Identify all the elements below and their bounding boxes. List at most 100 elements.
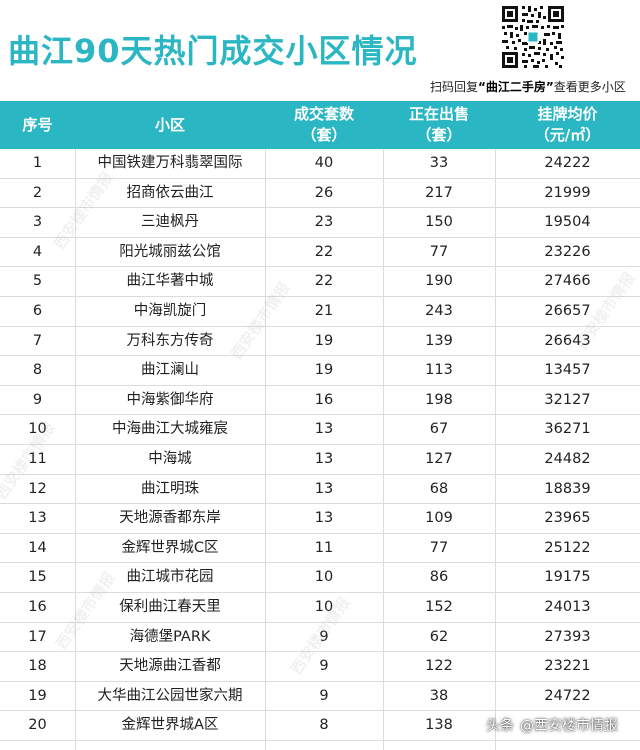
listing-price: 25122 — [544, 539, 591, 556]
listing-price: 27466 — [544, 273, 591, 290]
selling-count: 67 — [429, 421, 449, 438]
row-number: 14 — [28, 539, 47, 556]
selling-count: 86 — [429, 569, 449, 586]
listing-price: 23965 — [544, 510, 591, 527]
row-number: 6 — [32, 303, 43, 319]
community-name: 中国铁建万科翡翠国际 — [97, 155, 243, 171]
row-number: 11 — [28, 451, 47, 467]
deals-count: 13 — [314, 421, 334, 438]
row-number: 9 — [32, 391, 43, 408]
account-label: @西安楼市情报 — [520, 718, 618, 734]
community-name: 天地源香都东岸 — [119, 510, 221, 527]
row-number: 15 — [28, 569, 47, 586]
header: 曲江90天热门成交小区情况 — [0, 0, 640, 101]
row-number: 20 — [28, 717, 47, 734]
qr-caption: 扫码回复“曲江二手房”查看更多小区 — [430, 78, 626, 95]
row-number: 12 — [28, 480, 47, 497]
listing-price: 21999 — [544, 184, 591, 201]
row-number: 17 — [28, 628, 47, 645]
table-row: 3 三迪枫丹 23 150 19504 — [0, 208, 640, 238]
column-header-line1: 小区 — [154, 115, 185, 134]
row-number: 7 — [32, 332, 43, 349]
community-name: 招商依云曲江 — [126, 184, 214, 201]
selling-count: 68 — [429, 480, 449, 497]
community-name: 曲江明珠 — [141, 480, 199, 497]
table-row: 6 中海凯旋门 21 243 26657 — [0, 297, 640, 327]
selling-count: 190 — [425, 273, 453, 290]
column-header-line2: （套） — [416, 126, 462, 144]
listing-price: 23221 — [544, 658, 591, 675]
listing-price: 24722 — [544, 687, 591, 704]
deals-count: 22 — [314, 273, 334, 290]
selling-count: 198 — [425, 391, 453, 408]
selling-count: 127 — [425, 451, 453, 467]
listing-price: 19175 — [544, 569, 591, 586]
platform-label: 头条 — [486, 718, 514, 734]
table-row: 4 阳光城丽兹公馆 22 77 23226 — [0, 237, 640, 268]
qr-code-icon — [500, 4, 566, 70]
column-divider — [495, 149, 496, 750]
caption-prefix: 扫码回复 — [430, 80, 479, 94]
table-row: 20 金辉世界城A区 8 138 — [0, 711, 640, 741]
table-row: 17 海德堡PARK 9 62 27393 — [0, 622, 640, 653]
deals-count: 11 — [314, 539, 334, 556]
listing-price: 26657 — [544, 303, 591, 319]
community-name: 天地源曲江香都 — [119, 658, 221, 675]
table-row: 9 中海紫御华府 16 198 32127 — [0, 385, 640, 416]
selling-count: 77 — [429, 539, 449, 556]
column-header-price: 挂牌均价 （元/㎡） — [495, 101, 640, 149]
column-header-selling: 正在出售 （套） — [383, 101, 495, 149]
listing-price: 23226 — [544, 243, 591, 260]
selling-count: 150 — [425, 214, 453, 231]
row-number: 13 — [28, 510, 47, 527]
community-name: 中海城 — [148, 451, 192, 467]
column-header-line1: 成交套数 — [293, 105, 354, 123]
row-number: 16 — [28, 599, 47, 615]
deals-count: 9 — [319, 687, 329, 704]
row-number: 19 — [28, 687, 47, 704]
selling-count: 77 — [429, 243, 449, 260]
community-name: 三迪枫丹 — [141, 214, 199, 231]
page-title: 曲江90天热门成交小区情况 — [8, 32, 418, 70]
deals-count: 10 — [314, 569, 334, 586]
listing-price: 24222 — [544, 155, 591, 171]
deals-count: 19 — [314, 362, 334, 379]
column-divider — [383, 149, 384, 750]
column-header-deals: 成交套数 （套） — [265, 101, 383, 149]
listing-price: 19504 — [544, 214, 591, 231]
community-name: 保利曲江春天里 — [119, 599, 221, 615]
column-header-line1: 正在出售 — [408, 105, 469, 123]
deals-count: 13 — [314, 451, 334, 467]
community-name: 曲江华著中城 — [126, 273, 214, 290]
community-name: 海德堡PARK — [129, 628, 211, 645]
column-divider — [75, 149, 76, 750]
listing-price: 26643 — [544, 332, 591, 349]
caption-keyword: “曲江二手房” — [478, 80, 554, 94]
listing-price: 13457 — [544, 362, 591, 379]
row-number: 4 — [32, 243, 43, 260]
table-row: 5 曲江华著中城 22 190 27466 — [0, 267, 640, 297]
column-header-line2: （套） — [301, 126, 347, 144]
selling-count: 217 — [425, 184, 453, 201]
caption-suffix: 查看更多小区 — [553, 80, 626, 94]
selling-count: 33 — [429, 155, 449, 171]
selling-count: 139 — [425, 332, 453, 349]
row-number: 5 — [32, 273, 43, 290]
community-name: 曲江澜山 — [141, 362, 199, 379]
row-number: 3 — [32, 214, 43, 231]
community-name: 金辉世界城C区 — [121, 539, 219, 556]
listing-price: 18839 — [544, 480, 591, 497]
column-header-name: 小区 — [75, 101, 265, 149]
source-badge: 头条 @西安楼市情报 — [478, 714, 626, 736]
table-row: 16 保利曲江春天里 10 152 24013 — [0, 593, 640, 623]
community-name: 曲江城市花园 — [126, 569, 214, 586]
community-name: 中海曲江大城雍宸 — [112, 421, 228, 438]
table-row: 7 万科东方传奇 19 139 26643 — [0, 326, 640, 357]
column-header-line1: 挂牌均价 — [537, 105, 598, 123]
row-number: 8 — [32, 362, 43, 379]
deals-count: 23 — [314, 214, 334, 231]
table-row: 12 曲江明珠 13 68 18839 — [0, 474, 640, 505]
deals-count: 19 — [314, 332, 334, 349]
selling-count: 62 — [429, 628, 449, 645]
deals-count: 8 — [319, 717, 329, 734]
